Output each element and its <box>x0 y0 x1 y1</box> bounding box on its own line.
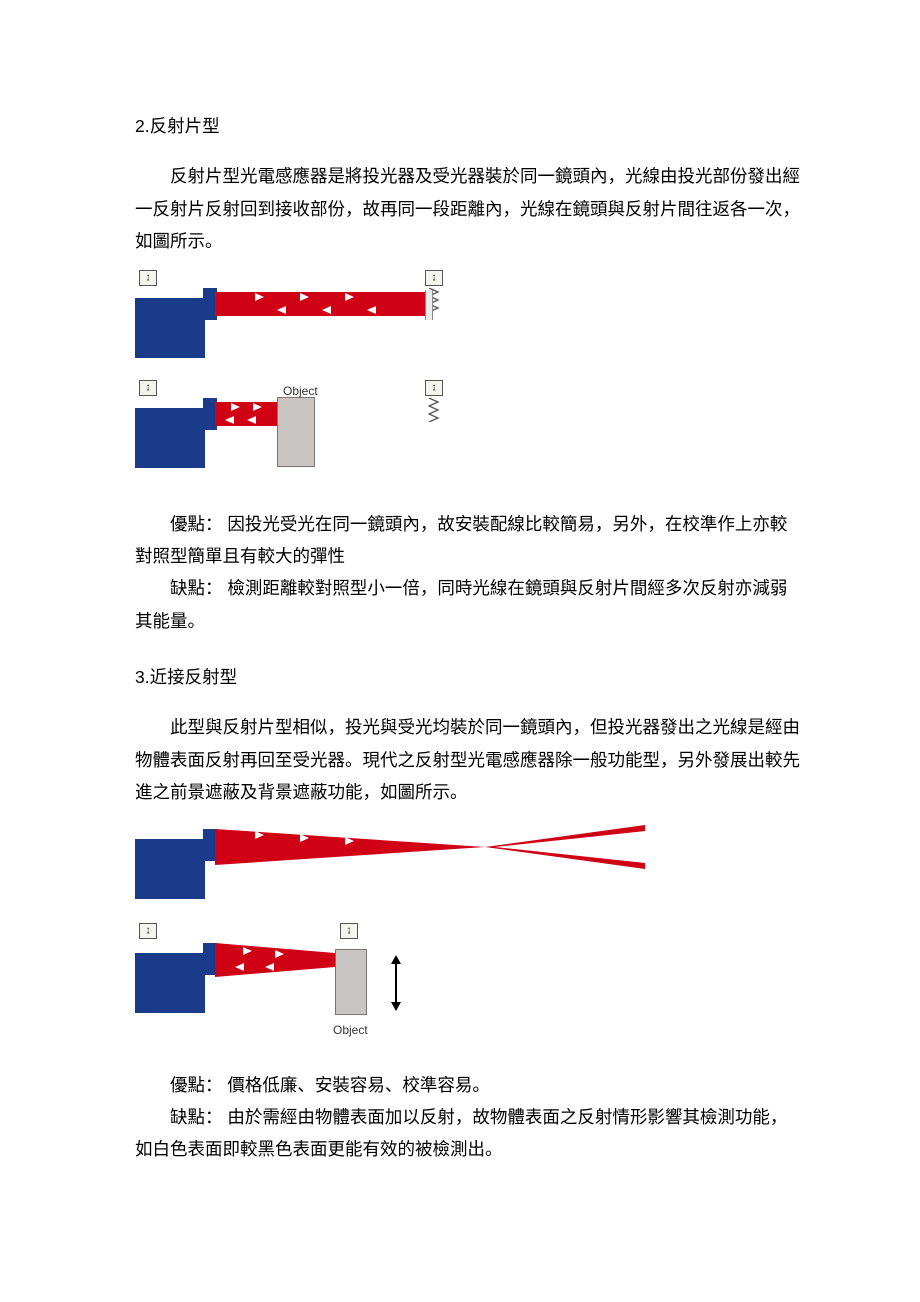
section2-intro: 反射片型光電感應器是將投光器及受光器裝於同一鏡頭內，光線由投光部份發出經一反射片… <box>135 160 800 257</box>
updown-arrow-icon <box>395 963 397 1003</box>
section2-heading: 2.反射片型 <box>135 110 800 142</box>
sensor-icon: ↨ <box>139 270 157 286</box>
beam-arrow-forward <box>255 293 264 301</box>
sensor-icon: ↨ <box>139 923 157 939</box>
light-cone-blocked <box>215 941 335 979</box>
beam-arrow-forward <box>300 834 309 842</box>
beam-arrow-forward <box>345 293 354 301</box>
sensor-body <box>135 953 205 1013</box>
advantages-text: 價格低廉、安裝容易、校準容易。 <box>223 1075 490 1095</box>
light-beam <box>215 292 425 316</box>
beam-arrow-forward <box>300 293 309 301</box>
beam-arrow-forward <box>231 403 240 411</box>
object-label: Object <box>333 1019 368 1041</box>
section3-advantages: 優點： 價格低廉、安裝容易、校準容易。 <box>135 1069 800 1101</box>
light-cone <box>215 825 645 869</box>
retroreflective-diagram-unblocked: ↨ ↨ <box>135 270 800 360</box>
section2-disadvantages: 缺點： 檢測距離較對照型小一倍，同時光線在鏡頭與反射片間經多次反射亦減弱其能量。 <box>135 572 800 637</box>
beam-arrow-return <box>367 306 376 314</box>
beam-arrow-return <box>277 306 286 314</box>
sensor-body <box>135 408 205 468</box>
section2-diagram-block: ↨ ↨ ↨ Object ↨ <box>135 270 800 480</box>
beam-arrow-return <box>235 963 244 971</box>
beam-arrow-return <box>322 306 331 314</box>
diffuse-diagram-blocked: ↨ ↨ Object <box>135 923 800 1041</box>
reflector-plate <box>425 290 433 320</box>
section3-disadvantages: 缺點： 由於需經由物體表面加以反射，故物體表面之反射情形影響其檢測功能，如白色表… <box>135 1101 800 1166</box>
section2-advantages: 優點： 因投光受光在同一鏡頭內，故安裝配線比較簡易，另外，在校準作上亦較對照型簡… <box>135 508 800 573</box>
retroreflective-diagram-blocked: ↨ Object ↨ <box>135 380 800 480</box>
disadvantages-text: 檢測距離較對照型小一倍，同時光線在鏡頭與反射片間經多次反射亦減弱其能量。 <box>135 578 787 630</box>
disadvantages-label: 缺點： <box>170 578 223 598</box>
beam-arrow-forward <box>255 831 264 839</box>
section3-intro: 此型與反射片型相似，投光與受光均裝於同一鏡頭內，但投光器發出之光線是經由物體表面… <box>135 711 800 808</box>
object-block <box>335 949 367 1015</box>
beam-arrow-return <box>265 963 274 971</box>
reflector-icon: ↨ <box>425 270 443 286</box>
beam-arrow-forward <box>275 950 284 958</box>
sensor-body <box>135 839 205 899</box>
sensor-icon: ↨ <box>139 380 157 396</box>
disadvantages-label: 缺點： <box>170 1107 223 1127</box>
section3-heading: 3.近接反射型 <box>135 661 800 693</box>
sensor-body <box>135 298 205 358</box>
advantages-label: 優點： <box>170 1075 223 1095</box>
object-icon: ↨ <box>340 923 358 939</box>
beam-arrow-return <box>247 416 256 424</box>
beam-arrow-forward <box>253 403 262 411</box>
object-block <box>277 397 315 467</box>
disadvantages-text: 由於需經由物體表面加以反射，故物體表面之反射情形影響其檢測功能，如白色表面即較黑… <box>135 1107 787 1159</box>
reflector-icon: ↨ <box>425 380 443 396</box>
reflector-zigzag <box>428 398 440 432</box>
beam-arrow-forward <box>243 947 252 955</box>
advantages-text: 因投光受光在同一鏡頭內，故安裝配線比較簡易，另外，在校準作上亦較對照型簡單且有較… <box>135 514 787 566</box>
diffuse-diagram-unblocked <box>135 821 800 903</box>
section3-diagram-block: ↨ ↨ Object <box>135 821 800 1041</box>
advantages-label: 優點： <box>170 514 223 534</box>
beam-arrow-forward <box>345 837 354 845</box>
beam-arrow-return <box>225 416 234 424</box>
